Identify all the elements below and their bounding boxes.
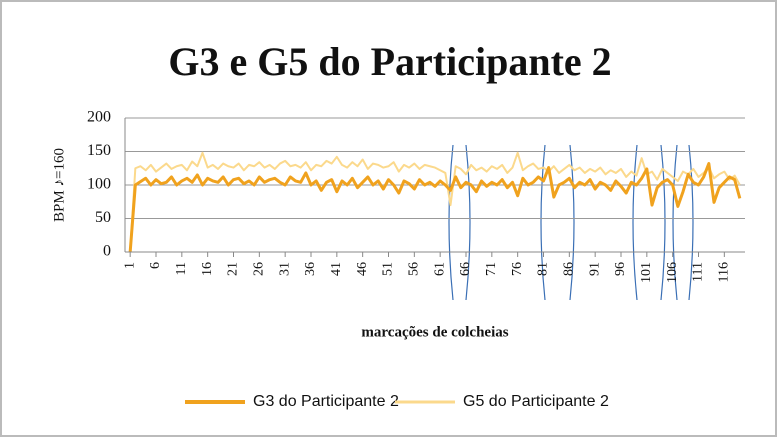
x-tick-label: 111	[691, 262, 706, 282]
x-tick-label: 86	[562, 262, 577, 276]
x-tick-label: 71	[484, 262, 499, 276]
x-tick-label: 61	[432, 262, 447, 276]
x-tick-label: 1	[122, 262, 137, 269]
x-axis-title: marcações de colcheias	[361, 324, 508, 340]
y-tick-label: 150	[87, 142, 111, 159]
line-series	[128, 162, 742, 253]
y-axis-title: BPM ♪=160	[51, 148, 67, 222]
x-tick-label: 116	[717, 262, 732, 282]
legend-label: G3 do Participante 2	[253, 393, 399, 410]
line-series	[129, 151, 741, 253]
y-tick-label: 200	[87, 109, 111, 126]
legend-label: G5 do Participante 2	[463, 393, 609, 410]
x-tick-label: 21	[226, 262, 241, 276]
bracket	[448, 144, 454, 301]
x-tick-label: 96	[613, 262, 628, 276]
x-tick-label: 46	[355, 262, 370, 276]
annotation-brackets	[448, 144, 694, 301]
x-tick-label: 101	[639, 262, 654, 283]
x-tick-label: 26	[252, 262, 267, 276]
x-tick-label: 11	[174, 262, 189, 275]
x-tick-label: 51	[381, 262, 396, 276]
bracket	[660, 144, 666, 301]
bracket	[632, 144, 638, 301]
bracket	[569, 144, 575, 301]
x-tick-label: 56	[407, 262, 422, 276]
y-tick-label: 100	[87, 176, 111, 193]
x-tick-label: 81	[536, 262, 551, 276]
y-tick-label: 0	[103, 243, 111, 260]
x-tick-label: 76	[510, 262, 525, 276]
x-tick-label: 6	[148, 262, 163, 269]
chart-title: G3 e G5 do Participante 2	[168, 39, 611, 84]
x-tick-label: 16	[200, 262, 215, 276]
y-tick-label: 50	[95, 209, 111, 226]
x-tick-label: 66	[458, 262, 473, 276]
x-tick-label: 91	[587, 262, 602, 276]
x-tick-label: 36	[303, 262, 318, 276]
x-tick-label: 41	[329, 262, 344, 276]
bracket	[672, 144, 678, 301]
bracket	[465, 144, 471, 301]
bracket	[688, 144, 694, 301]
bracket	[540, 144, 546, 301]
x-tick-label: 106	[665, 262, 680, 283]
x-tick-label: 31	[277, 262, 292, 276]
